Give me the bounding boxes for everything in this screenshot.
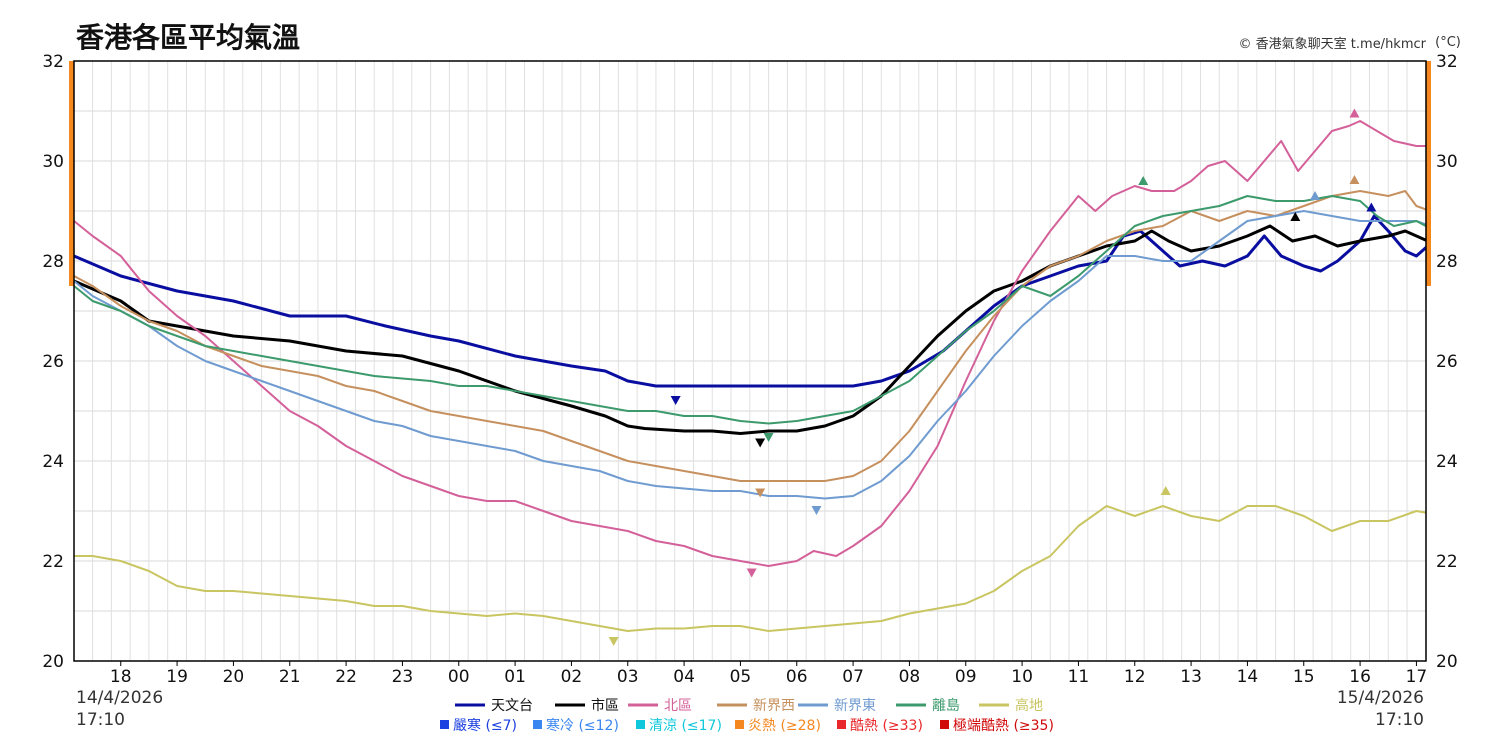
marker-min-高地 <box>608 637 619 646</box>
y-axis-left: 20 22 24 26 28 30 32 <box>42 52 64 672</box>
x-tick-label: 07 <box>842 667 864 687</box>
legend-threshold-label: 炎熱 (≥28) <box>748 718 821 734</box>
y-tick-label: 30 <box>1436 152 1458 172</box>
hot-bar-right <box>1426 61 1431 286</box>
marker-max-北區 <box>1349 108 1360 118</box>
series-lines <box>74 120 1426 632</box>
legend-series: 天文台 市區 北區 新界西 新界東 離島 高地 <box>455 697 1043 714</box>
x-tick-label: 03 <box>617 667 639 687</box>
x-tick-label: 01 <box>504 667 526 687</box>
series-line-北區 <box>74 120 1426 567</box>
end-time: 17:10 <box>1375 710 1424 730</box>
legend-threshold-swatch <box>837 720 846 729</box>
legend-thresholds: 嚴寒 (≤7) 寒冷 (≤12) 清涼 (≤17) 炎熱 (≥28) 酷熱 (≥33) 極… <box>440 717 1054 734</box>
marker-max-高地 <box>1160 486 1171 495</box>
series-line-新界西 <box>74 190 1426 482</box>
series-line-新界東 <box>74 210 1426 500</box>
marker-max-市區 <box>1290 212 1301 221</box>
legend-label-天文台: 天文台 <box>491 698 533 714</box>
legend-threshold-swatch <box>735 720 744 729</box>
marker-min-市區 <box>755 438 766 448</box>
x-tick-label: 23 <box>392 667 414 687</box>
y-tick-label: 22 <box>1436 552 1458 572</box>
x-tick-label: 16 <box>1349 667 1371 687</box>
unit-label: (°C) <box>1435 35 1461 50</box>
start-date: 14/4/2026 <box>76 688 163 708</box>
x-tick-label: 10 <box>1011 667 1033 687</box>
legend-label-北區: 北區 <box>664 698 692 714</box>
x-tick-label: 14 <box>1237 667 1259 687</box>
legend-threshold-swatch <box>440 720 449 729</box>
x-tick-label: 13 <box>1180 667 1202 687</box>
legend-threshold-label: 嚴寒 (≤7) <box>453 717 517 734</box>
x-tick-label: 22 <box>335 667 357 687</box>
legend-label-市區: 市區 <box>591 697 619 714</box>
y-tick-label: 26 <box>1436 352 1458 372</box>
marker-min-新界西 <box>755 488 766 498</box>
x-axis: 18 19 20 21 22 23 00 01 02 03 04 05 06 07 08 09 10 11 12 13… <box>110 661 1427 687</box>
series-line-離島 <box>74 195 1426 425</box>
marker-min-北區 <box>746 568 757 578</box>
y-tick-label: 30 <box>42 152 64 172</box>
marker-min-天文台 <box>670 396 681 405</box>
y-tick-label: 20 <box>1436 652 1458 672</box>
x-tick-label: 12 <box>1124 667 1146 687</box>
legend-label-高地: 高地 <box>1015 697 1043 714</box>
hot-bar-left <box>69 61 74 286</box>
legend-label-新界東: 新界東 <box>834 698 876 714</box>
marker-min-新界東 <box>811 506 822 515</box>
min-max-markers <box>608 108 1377 646</box>
y-axis-right: 20 22 24 26 28 30 32 <box>1436 52 1458 672</box>
chart-title: 香港各區平均氣溫 <box>76 21 300 54</box>
y-tick-label: 32 <box>1436 52 1458 72</box>
marker-max-離島 <box>1138 176 1149 185</box>
end-date: 15/4/2026 <box>1337 688 1424 708</box>
y-tick-label: 20 <box>42 652 64 672</box>
x-tick-label: 08 <box>899 667 921 687</box>
x-tick-label: 11 <box>1068 667 1090 687</box>
marker-min-離島 <box>763 433 774 442</box>
y-tick-label: 26 <box>42 352 64 372</box>
y-tick-label: 22 <box>42 552 64 572</box>
start-time: 17:10 <box>76 710 125 730</box>
x-tick-label: 09 <box>955 667 977 687</box>
legend-threshold-label: 清涼 (≤17) <box>649 718 722 734</box>
legend-label-新界西: 新界西 <box>753 698 795 714</box>
y-tick-label: 28 <box>1436 252 1458 272</box>
series-line-天文台 <box>74 214 1426 388</box>
legend-threshold-swatch <box>533 720 542 729</box>
y-tick-label: 24 <box>1436 452 1458 472</box>
x-tick-label: 04 <box>673 667 695 687</box>
y-tick-label: 32 <box>42 52 64 72</box>
hot-threshold-bars <box>69 61 1431 286</box>
x-tick-label: 17 <box>1406 667 1428 687</box>
x-tick-label: 00 <box>448 667 470 687</box>
x-tick-label: 15 <box>1293 667 1315 687</box>
series-line-市區 <box>74 224 1426 435</box>
plot-frame <box>73 60 1427 662</box>
grid <box>74 61 1427 661</box>
x-tick-label: 02 <box>561 667 583 687</box>
marker-max-新界東 <box>1310 191 1321 200</box>
legend-threshold-swatch <box>940 720 949 729</box>
x-tick-label: 20 <box>223 667 245 687</box>
marker-max-新界西 <box>1349 175 1360 184</box>
credit-text: © 香港氣象聊天室 t.me/hkmcr <box>1239 36 1427 52</box>
x-tick-label: 05 <box>730 667 752 687</box>
x-tick-label: 21 <box>279 667 301 687</box>
legend-threshold-label: 酷熱 (≥33) <box>850 718 923 734</box>
series-line-高地 <box>74 505 1426 632</box>
y-tick-label: 28 <box>42 252 64 272</box>
legend-label-離島: 離島 <box>932 697 960 714</box>
legend-threshold-swatch <box>636 720 645 729</box>
marker-max-天文台 <box>1366 202 1377 212</box>
x-tick-label: 19 <box>166 667 188 687</box>
legend-threshold-label: 極端酷熱 (≥35) <box>953 718 1054 734</box>
x-tick-label: 06 <box>786 667 808 687</box>
x-tick-label: 18 <box>110 667 132 687</box>
legend-threshold-label: 寒冷 (≤12) <box>546 717 619 734</box>
y-tick-label: 24 <box>42 452 64 472</box>
